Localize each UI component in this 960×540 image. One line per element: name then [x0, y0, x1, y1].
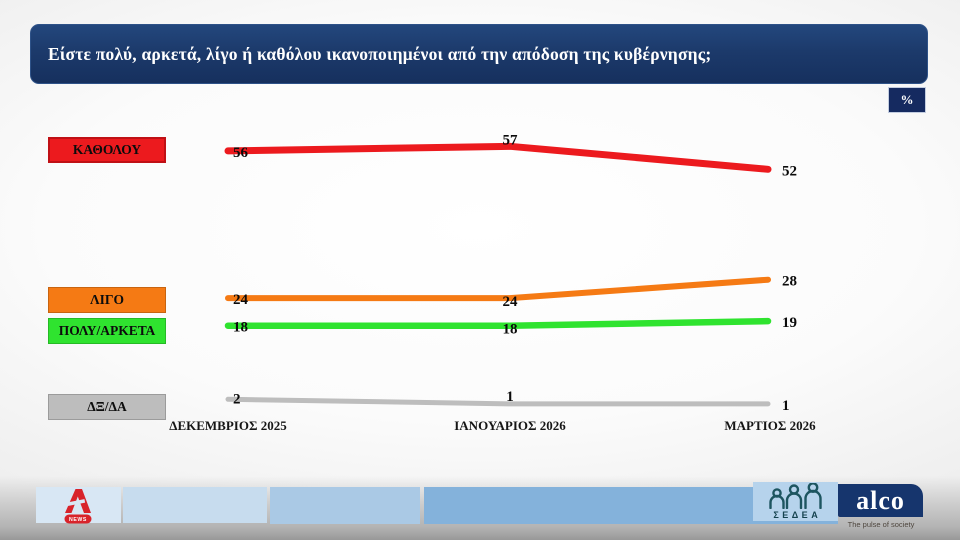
data-label: 18	[503, 322, 518, 338]
x-axis-label: ΙΑΝΟΥΑΡΙΟΣ 2026	[454, 418, 566, 433]
data-label: 24	[233, 292, 249, 308]
legend-item-dx-da: ΔΞ/ΔΑ	[48, 394, 166, 420]
legend-item-poly-arketa: ΠΟΛΥ/ΑΡΚΕΤΑ	[48, 318, 166, 344]
data-label: 57	[503, 132, 519, 148]
sedea-label: ΣΕΔΕΑ	[773, 510, 822, 520]
chart-title: Είστε πολύ, αρκετά, λίγο ή καθόλου ικανο…	[48, 43, 712, 64]
data-label: 28	[782, 274, 797, 290]
sedea-logo: ΣΕΔΕΑ	[753, 482, 838, 521]
legend-item-katholou: ΚΑΘΟΛΟΥ	[48, 137, 166, 163]
alco-label: alco	[856, 485, 905, 515]
alpha-news-label: NEWS	[69, 517, 87, 523]
footer-tile-3	[270, 487, 420, 524]
alpha-news-logo-icon: NEWS	[64, 489, 92, 524]
sedea-people-icon	[768, 483, 822, 509]
legend-item-ligo: ΛΙΓΟ	[48, 287, 166, 313]
series-line-0	[224, 142, 772, 173]
legend-label: ΔΞ/ΔΑ	[87, 399, 127, 414]
series-line-2	[224, 317, 772, 329]
data-label: 24	[503, 294, 519, 310]
alco-tagline: The pulse of society	[847, 520, 915, 529]
data-label: 18	[233, 320, 248, 336]
percent-unit-label: %	[900, 92, 914, 107]
data-label: 1	[782, 398, 790, 414]
data-label: 56	[233, 145, 249, 161]
data-label: 2	[233, 391, 241, 407]
percent-unit-badge: %	[888, 87, 926, 113]
legend-label: ΛΙΓΟ	[89, 292, 125, 307]
line-chart: 56 57 52 24 24 28 18 18 19 2 1 1 ΔΕΚΕΜΒΡΙΟΣ 2025 ΙΑΝΟ…	[169, 132, 816, 433]
data-label: 1	[506, 389, 514, 405]
footer-tile-2	[123, 487, 267, 523]
x-axis-label: ΜΑΡΤΙΟΣ 2026	[724, 418, 816, 433]
series-line-1	[225, 276, 771, 302]
legend-label: ΚΑΘΟΛΟΥ	[72, 142, 142, 157]
legend-label: ΠΟΛΥ/ΑΡΚΕΤΑ	[58, 323, 156, 338]
series-line-3	[225, 396, 771, 407]
data-label: 19	[782, 315, 797, 331]
alco-logo: alco	[838, 484, 923, 517]
data-label: 52	[782, 163, 797, 179]
x-axis-label: ΔΕΚΕΜΒΡΙΟΣ 2025	[169, 418, 287, 433]
title-bar: Είστε πολύ, αρκετά, λίγο ή καθόλου ικανο…	[30, 24, 928, 84]
